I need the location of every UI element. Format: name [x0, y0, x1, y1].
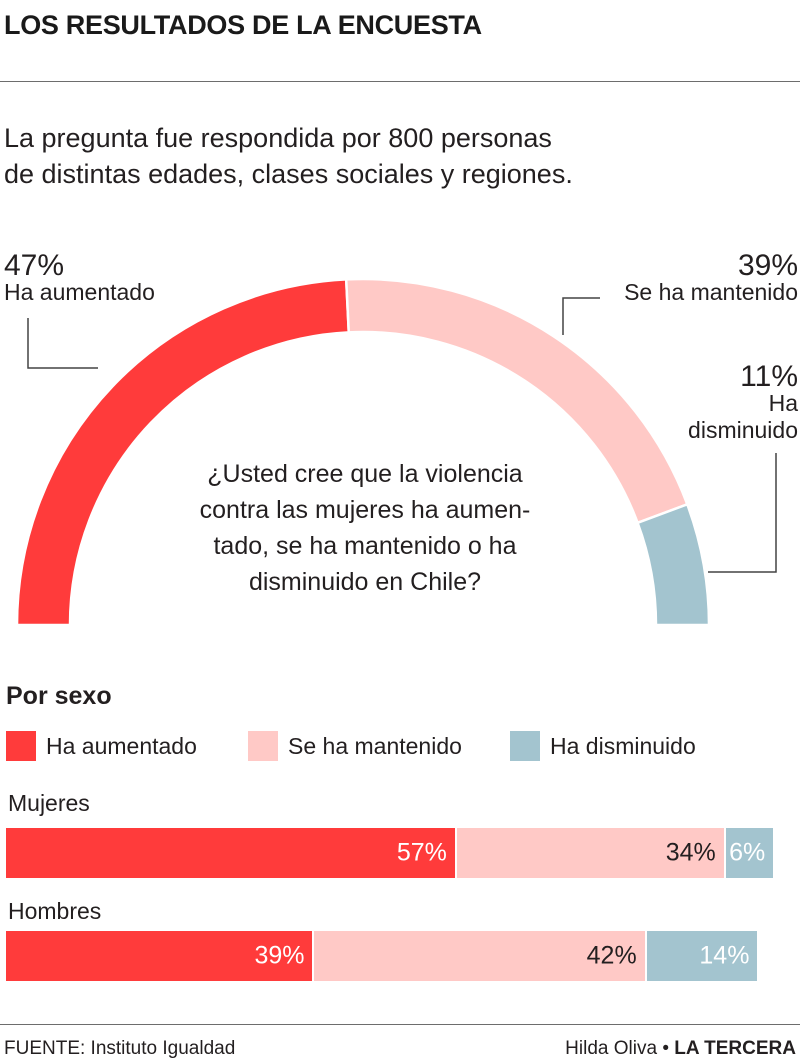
leader-line-aumentado: [27, 318, 98, 369]
value-aumentado: 47%: [4, 249, 65, 282]
bar-segment-aumentado: 57%: [6, 828, 457, 878]
bar-segment-mantenido: 34%: [456, 828, 726, 878]
name-disminuido-line-1: Ha: [768, 390, 798, 416]
leader-line-disminuido: [708, 453, 777, 573]
legend-label-mantenido: Se ha mantenido: [288, 732, 462, 759]
question-line-4: disminuido en Chile?: [248, 568, 482, 596]
legend-swatch-mantenido: [248, 731, 278, 761]
label-disminuido: 11% Ha disminuido: [688, 360, 798, 444]
group-label-hombres: Hombres: [8, 898, 102, 924]
legend-label-disminuido: Ha disminuido: [550, 732, 696, 759]
name-mantenido: Se ha mantenido: [624, 279, 798, 305]
author-name: Hilda Oliva: [565, 1038, 658, 1059]
bar-segment-disminuido: 14%: [646, 931, 758, 981]
name-aumentado: Ha aumentado: [4, 279, 155, 305]
legend-swatch-aumentado: [6, 731, 36, 761]
bar-value-label: 57%: [396, 838, 447, 867]
intro-line-1: La pregunta fue respondida por 800 perso…: [4, 123, 552, 153]
group-label-mujeres: Mujeres: [8, 790, 90, 816]
chart-title: LOS RESULTADOS DE LA ENCUESTA: [4, 10, 482, 40]
value-disminuido: 11%: [740, 360, 798, 393]
byline-separator: •: [662, 1038, 669, 1059]
legend-item-aumentado: Ha aumentado: [6, 730, 197, 762]
bottom-divider: [0, 1024, 800, 1025]
legend-swatch-disminuido: [510, 731, 540, 761]
survey-question: ¿Usted cree que la violencia contra las …: [150, 456, 580, 600]
bar-segment-disminuido: 6%: [725, 828, 774, 878]
bar-value-label: 39%: [254, 941, 305, 970]
source-credit: FUENTE: Instituto Igualdad: [4, 1038, 236, 1059]
name-disminuido-line-2: disminuido: [688, 417, 798, 443]
section-title-por-sexo: Por sexo: [6, 682, 112, 710]
leader-line-mantenido: [562, 297, 600, 335]
stacked-bar-mujeres: 57% 34% 6%: [6, 828, 797, 878]
arc-ha-disminuido: [635, 502, 711, 627]
bar-value-label: 6%: [729, 838, 766, 867]
question-line-1: ¿Usted cree que la violencia: [207, 460, 523, 488]
semicircle-donut-chart: [15, 277, 777, 627]
byline: Hilda Oliva • LA TERCERA: [565, 1038, 796, 1060]
outlet-name: LA TERCERA: [674, 1038, 796, 1059]
top-divider: [0, 81, 800, 82]
question-line-2: contra las mujeres ha aumen-: [199, 496, 531, 524]
intro-line-2: de distintas edades, clases sociales y r…: [4, 159, 573, 189]
question-line-3: tado, se ha mantenido o ha: [213, 532, 517, 560]
legend-item-disminuido: Ha disminuido: [510, 730, 696, 762]
legend-item-mantenido: Se ha mantenido: [248, 730, 462, 762]
legend-label-aumentado: Ha aumentado: [46, 732, 197, 759]
bar-segment-aumentado: 39%: [6, 931, 315, 981]
label-aumentado: 47% Ha aumentado: [4, 249, 155, 306]
label-mantenido: 39% Se ha mantenido: [624, 249, 798, 306]
stacked-bar-hombres: 39% 42% 14%: [6, 931, 797, 981]
intro-text: La pregunta fue respondida por 800 perso…: [4, 120, 764, 192]
bar-segment-mantenido: 42%: [314, 931, 647, 981]
value-mantenido: 39%: [737, 249, 798, 282]
bar-value-label: 34%: [665, 838, 716, 867]
bar-value-label: 14%: [699, 941, 750, 970]
bar-value-label: 42%: [586, 941, 637, 970]
